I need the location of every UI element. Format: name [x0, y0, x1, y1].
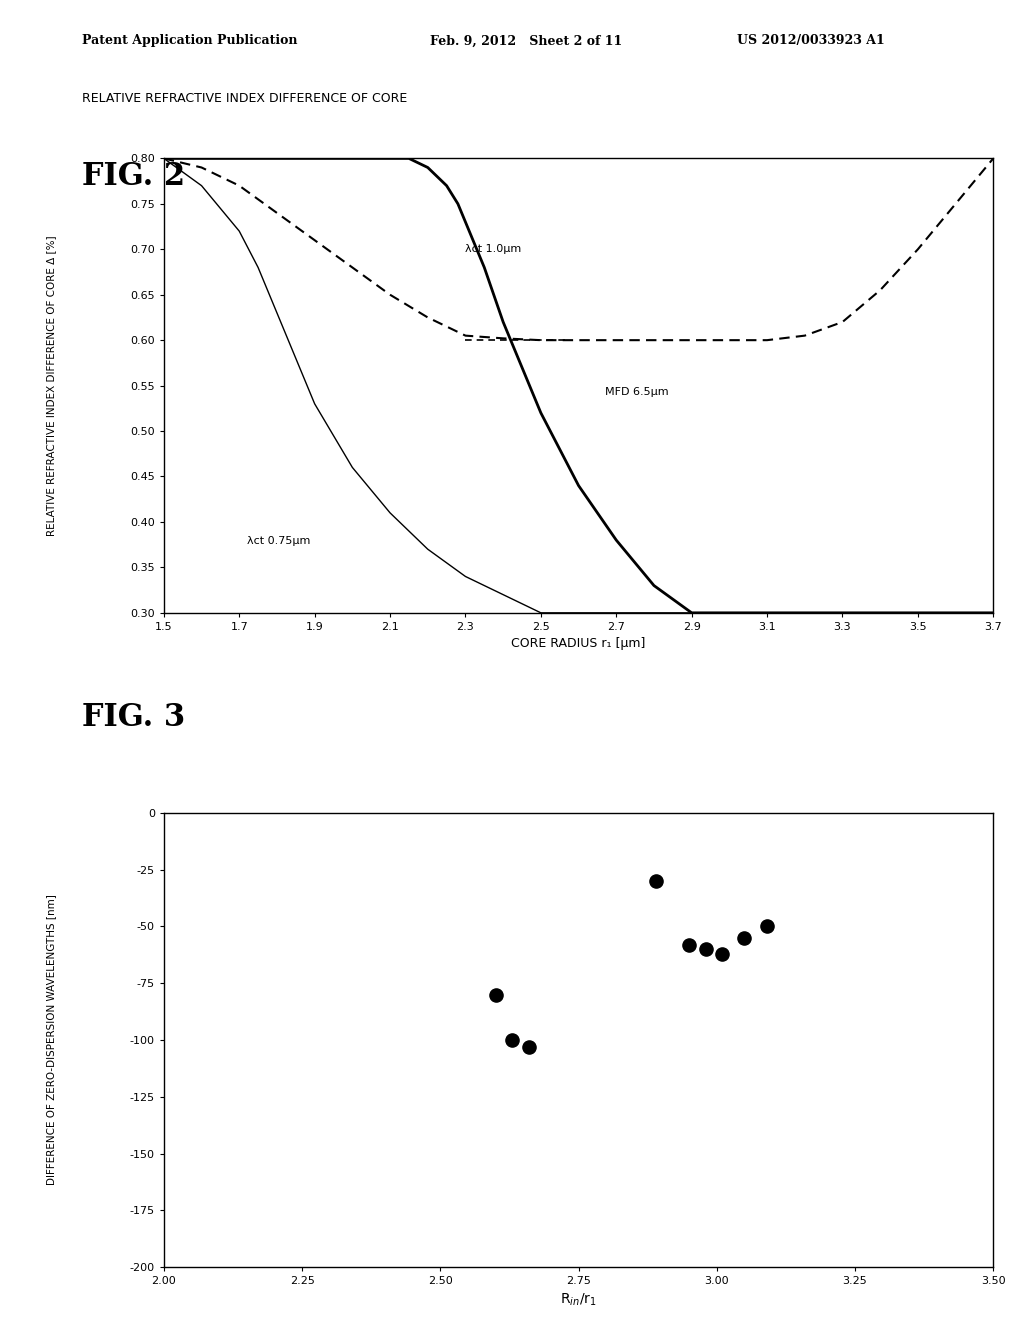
Y-axis label: RELATIVE REFRACTIVE INDEX DIFFERENCE OF CORE Δ [%]: RELATIVE REFRACTIVE INDEX DIFFERENCE OF … — [46, 235, 56, 536]
Text: Feb. 9, 2012   Sheet 2 of 11: Feb. 9, 2012 Sheet 2 of 11 — [430, 34, 623, 48]
Text: MFD 6.5μm: MFD 6.5μm — [605, 388, 669, 397]
Text: FIG. 2: FIG. 2 — [82, 161, 185, 191]
Text: US 2012/0033923 A1: US 2012/0033923 A1 — [737, 34, 885, 48]
X-axis label: CORE RADIUS r₁ [μm]: CORE RADIUS r₁ [μm] — [511, 638, 646, 651]
Text: λct 0.75μm: λct 0.75μm — [247, 536, 310, 545]
Point — [520, 1036, 537, 1057]
Point — [759, 916, 775, 937]
Text: RELATIVE REFRACTIVE INDEX DIFFERENCE OF CORE: RELATIVE REFRACTIVE INDEX DIFFERENCE OF … — [82, 92, 408, 106]
Point — [487, 983, 504, 1005]
Point — [736, 927, 753, 948]
Y-axis label: DIFFERENCE OF ZERO-DISPERSION WAVELENGTHS [nm]: DIFFERENCE OF ZERO-DISPERSION WAVELENGTH… — [46, 895, 56, 1185]
X-axis label: R$_{in}$/r$_1$: R$_{in}$/r$_1$ — [560, 1292, 597, 1308]
Point — [648, 870, 665, 891]
Point — [681, 935, 697, 956]
Point — [504, 1030, 520, 1051]
Text: FIG. 3: FIG. 3 — [82, 702, 185, 733]
Point — [714, 942, 730, 964]
Text: Patent Application Publication: Patent Application Publication — [82, 34, 297, 48]
Text: λct 1.0μm: λct 1.0μm — [466, 244, 521, 253]
Point — [697, 939, 714, 960]
